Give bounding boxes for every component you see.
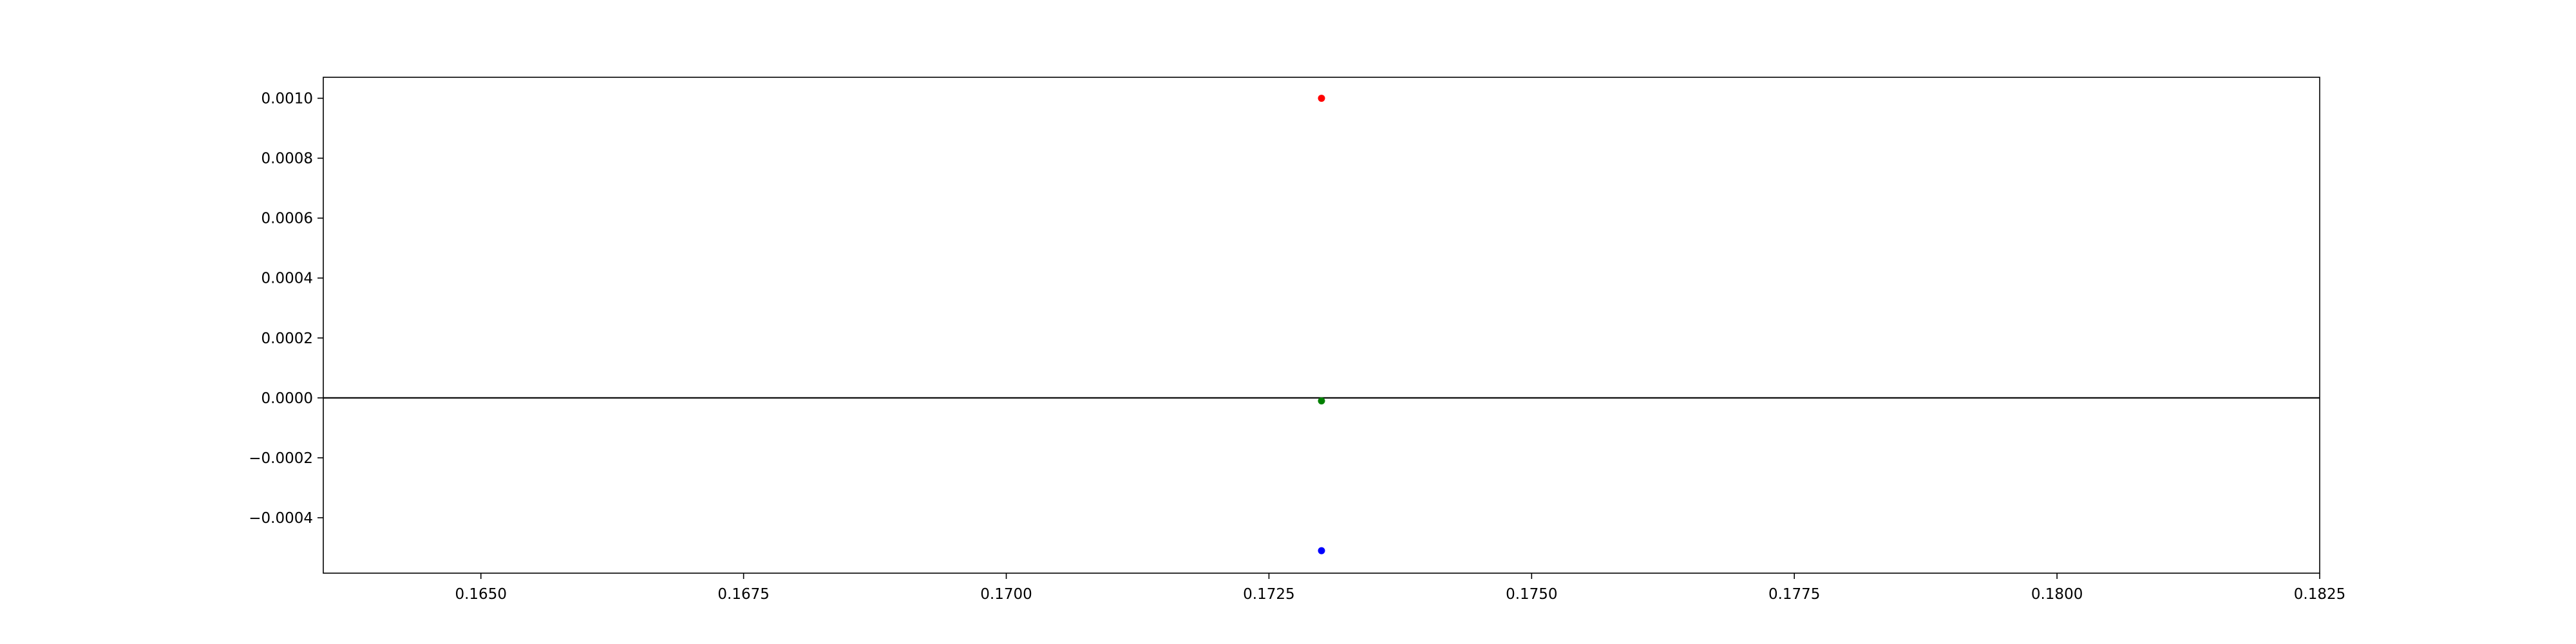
x-tick-label: 0.1650 (455, 586, 506, 603)
y-tick-label: 0.0002 (261, 330, 313, 347)
x-tick-label: 0.1825 (2294, 586, 2345, 603)
x-tick-label: 0.1700 (980, 586, 1032, 603)
y-tick-label: −0.0002 (249, 450, 313, 467)
y-tick-label: 0.0000 (261, 390, 313, 407)
x-tick-label: 0.1800 (2031, 586, 2083, 603)
y-tick-label: 0.0004 (261, 270, 313, 287)
y-tick-label: −0.0004 (249, 510, 313, 527)
data-point (1318, 547, 1325, 554)
x-tick-label: 0.1725 (1243, 586, 1294, 603)
data-point (1318, 397, 1325, 404)
y-tick-label: 0.0006 (261, 211, 313, 227)
x-tick-label: 0.1675 (717, 586, 769, 603)
y-tick-label: 0.0008 (261, 151, 313, 167)
y-tick-label: 0.0010 (261, 91, 313, 108)
x-tick-label: 0.1775 (1768, 586, 1820, 603)
x-tick-label: 0.1750 (1506, 586, 1557, 603)
data-point (1318, 95, 1325, 102)
plot-area: 0.1650 0.1675 0.1700 0.1725 0.1750 0.1775 0.18… (249, 77, 2345, 603)
axes-frame (323, 77, 2320, 574)
